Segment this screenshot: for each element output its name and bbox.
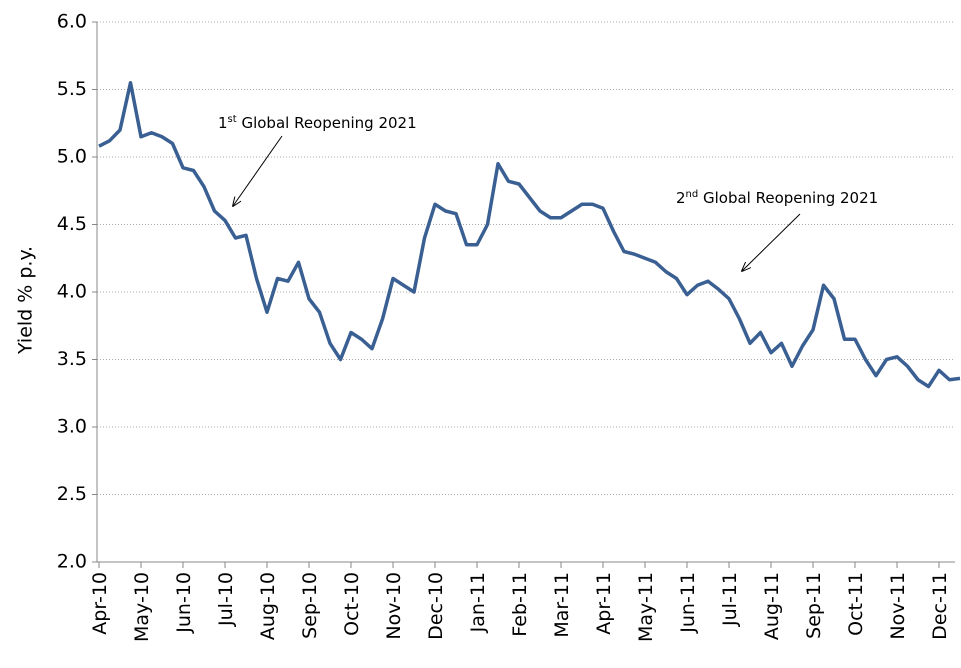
y-axis-label: Yield % p.y. (15, 246, 37, 355)
y-tick-label: 5.5 (57, 78, 87, 100)
annotation-sup: st (228, 114, 237, 125)
x-tick-label: Jul-11 (719, 572, 741, 627)
y-tick-label: 4.0 (57, 281, 87, 303)
x-tick-label: Mar-11 (551, 572, 573, 638)
annotation-sup: nd (686, 189, 699, 200)
x-tick-label: Aug-10 (257, 572, 279, 640)
x-tick-label: May-11 (635, 572, 657, 642)
y-tick-label: 5.0 (57, 146, 87, 168)
series-line (98, 81, 961, 389)
annotation-arrow (233, 135, 283, 206)
x-tick-label: Aug-11 (761, 572, 783, 640)
y-tick-label: 2.5 (57, 483, 87, 505)
x-tick-label: Dec-11 (929, 572, 951, 640)
x-tick-label: Nov-10 (383, 572, 405, 640)
annotation-text: Global Reopening 2021 (698, 189, 878, 207)
x-tick-label: May-10 (131, 572, 153, 642)
x-tick-label: Oct-11 (845, 572, 867, 636)
x-tick-label: Apr-10 (89, 572, 111, 635)
x-tick-label: Sep-10 (299, 572, 321, 639)
annotation-arrow (742, 213, 801, 271)
annotation-number: 1 (218, 114, 228, 132)
annotation-number: 2 (676, 189, 686, 207)
x-tick-label: Sep-11 (803, 572, 825, 639)
y-tick-label: 6.0 (57, 11, 87, 33)
x-tick-label: Jun-10 (173, 572, 195, 634)
x-tick-label: Nov-11 (887, 572, 909, 640)
y-tick-label: 3.5 (57, 348, 87, 370)
annotation: 2nd Global Reopening 2021 (676, 189, 878, 207)
x-tick-label: Dec-10 (425, 572, 447, 640)
x-tick-label: Jun-11 (677, 572, 699, 634)
x-tick-label: Jul-10 (215, 572, 237, 627)
x-tick-label: Jan-11 (467, 572, 489, 633)
y-tick-label: 4.5 (57, 213, 87, 235)
y-tick-label: 2.0 (57, 551, 87, 573)
annotation-text: Global Reopening 2021 (237, 114, 417, 132)
x-tick-label: Oct-10 (341, 572, 363, 636)
annotation: 1st Global Reopening 2021 (218, 114, 417, 132)
x-tick-label: Feb-11 (509, 572, 531, 637)
x-tick-label: Apr-11 (593, 572, 615, 635)
y-tick-label: 3.0 (57, 416, 87, 438)
